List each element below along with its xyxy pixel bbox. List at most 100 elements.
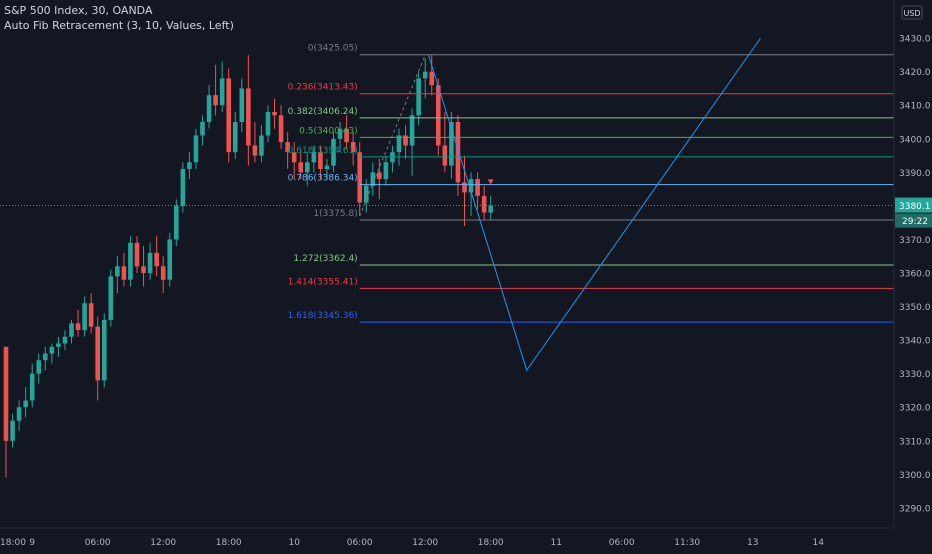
candle-body[interactable] bbox=[121, 266, 127, 280]
candle-body[interactable] bbox=[363, 185, 369, 203]
price-tick-label: 3350.0 bbox=[899, 303, 931, 313]
symbol-title[interactable]: S&P 500 Index, 30, OANDA bbox=[4, 4, 153, 17]
fib-level-label: 0.236(3413.43) bbox=[288, 83, 358, 93]
candle-body[interactable] bbox=[396, 135, 402, 153]
candle-body[interactable] bbox=[101, 319, 107, 381]
candle-body[interactable] bbox=[43, 353, 48, 361]
candle-body[interactable] bbox=[206, 95, 212, 123]
price-tick-label: 3300.0 bbox=[899, 471, 931, 481]
candle-body[interactable] bbox=[259, 135, 264, 156]
candle-body[interactable] bbox=[416, 78, 421, 116]
signal-arrow-icon bbox=[487, 179, 494, 185]
candle-body[interactable] bbox=[311, 152, 317, 163]
time-tick-label: 14 bbox=[812, 538, 824, 548]
candle-body[interactable] bbox=[49, 346, 55, 354]
fib-level-label: 0.618(3394.61) bbox=[288, 146, 358, 156]
candle-body[interactable] bbox=[69, 323, 74, 337]
candle-body[interactable] bbox=[455, 122, 461, 183]
candle-body[interactable] bbox=[128, 242, 133, 280]
candle-body[interactable] bbox=[409, 115, 415, 146]
candle-body[interactable] bbox=[180, 168, 186, 206]
time-tick-label: 12:00 bbox=[150, 538, 176, 548]
candle-body[interactable] bbox=[272, 111, 277, 116]
candle-body[interactable] bbox=[75, 323, 81, 331]
candle-body[interactable] bbox=[56, 343, 61, 347]
candle-body[interactable] bbox=[331, 138, 336, 166]
candle-body[interactable] bbox=[442, 145, 448, 166]
currency-badge[interactable] bbox=[901, 5, 923, 20]
candle-body[interactable] bbox=[200, 122, 205, 136]
candle-body[interactable] bbox=[370, 172, 376, 186]
candle-body[interactable] bbox=[167, 239, 173, 280]
candle-body[interactable] bbox=[357, 152, 362, 203]
candle-body[interactable] bbox=[305, 162, 310, 173]
candle-body[interactable] bbox=[449, 122, 454, 166]
candle-body[interactable] bbox=[193, 135, 199, 163]
price-tick-label: 3420.0 bbox=[899, 68, 931, 78]
candle-body[interactable] bbox=[422, 71, 428, 79]
candle-body[interactable] bbox=[3, 346, 9, 441]
chart-legend: S&P 500 Index, 30, OANDA Auto Fib Retrac… bbox=[4, 3, 234, 33]
candle-body[interactable] bbox=[62, 336, 68, 344]
candle-body[interactable] bbox=[23, 400, 28, 408]
candle-body[interactable] bbox=[160, 266, 166, 280]
candle-body[interactable] bbox=[232, 122, 238, 153]
candle-body[interactable] bbox=[436, 85, 441, 146]
price-tick-label: 3320.0 bbox=[899, 404, 931, 414]
candle-body[interactable] bbox=[219, 78, 225, 106]
price-tick-label: 3290.0 bbox=[899, 504, 931, 514]
candle-body[interactable] bbox=[174, 205, 179, 240]
candle-body[interactable] bbox=[429, 71, 435, 86]
candle-body[interactable] bbox=[36, 360, 42, 374]
projection-path-line[interactable] bbox=[427, 37, 761, 372]
candle-body[interactable] bbox=[383, 162, 389, 180]
time-tick-label: 11:30 bbox=[674, 538, 700, 548]
candle-body[interactable] bbox=[29, 373, 35, 401]
candle-body[interactable] bbox=[291, 152, 297, 163]
candle-body[interactable] bbox=[239, 88, 245, 123]
candle-body[interactable] bbox=[134, 242, 140, 267]
price-tick-label: 3400.0 bbox=[899, 135, 931, 145]
fib-level-label: 1.618(3345.36) bbox=[288, 311, 358, 321]
candle-body[interactable] bbox=[95, 326, 100, 381]
candle-body[interactable] bbox=[154, 252, 159, 267]
candle-body[interactable] bbox=[475, 179, 480, 196]
candle-body[interactable] bbox=[246, 88, 251, 146]
candle-body[interactable] bbox=[337, 128, 343, 139]
last-price-tag[interactable] bbox=[895, 197, 932, 213]
candle-body[interactable] bbox=[344, 128, 349, 143]
indicator-title[interactable]: Auto Fib Retracement (3, 10, Values, Lef… bbox=[4, 19, 234, 32]
candle-body[interactable] bbox=[88, 303, 94, 327]
candle-body[interactable] bbox=[252, 145, 258, 156]
candle-body[interactable] bbox=[115, 266, 120, 277]
candle-body[interactable] bbox=[16, 407, 22, 421]
candle-body[interactable] bbox=[213, 95, 218, 106]
candle-body[interactable] bbox=[481, 195, 487, 213]
time-tick-label: 10 bbox=[288, 538, 300, 548]
candle-body[interactable] bbox=[10, 420, 15, 441]
candle-body[interactable] bbox=[350, 142, 356, 153]
time-tick-label: 18:00 bbox=[216, 538, 242, 548]
candle-body[interactable] bbox=[265, 111, 271, 136]
candle-body[interactable] bbox=[141, 266, 146, 273]
candle-body[interactable] bbox=[377, 172, 382, 180]
candle-body[interactable] bbox=[468, 179, 474, 193]
candle-body[interactable] bbox=[298, 162, 304, 173]
candle-body[interactable] bbox=[324, 165, 330, 169]
candle-body[interactable] bbox=[82, 303, 87, 331]
candle-body[interactable] bbox=[147, 252, 153, 273]
candle-body[interactable] bbox=[226, 78, 231, 153]
candle-body[interactable] bbox=[187, 162, 192, 169]
time-tick-label: 18:00 bbox=[478, 538, 504, 548]
candle-body[interactable] bbox=[318, 152, 323, 169]
candle-body[interactable] bbox=[488, 205, 493, 213]
currency-badge-label: USD bbox=[903, 9, 920, 18]
candle-body[interactable] bbox=[278, 115, 284, 143]
candle-body[interactable] bbox=[108, 276, 114, 320]
candle-body[interactable] bbox=[285, 142, 290, 153]
candle-body[interactable] bbox=[462, 182, 467, 193]
candle-body[interactable] bbox=[403, 135, 408, 146]
time-tick-label: 06:00 bbox=[347, 538, 373, 548]
